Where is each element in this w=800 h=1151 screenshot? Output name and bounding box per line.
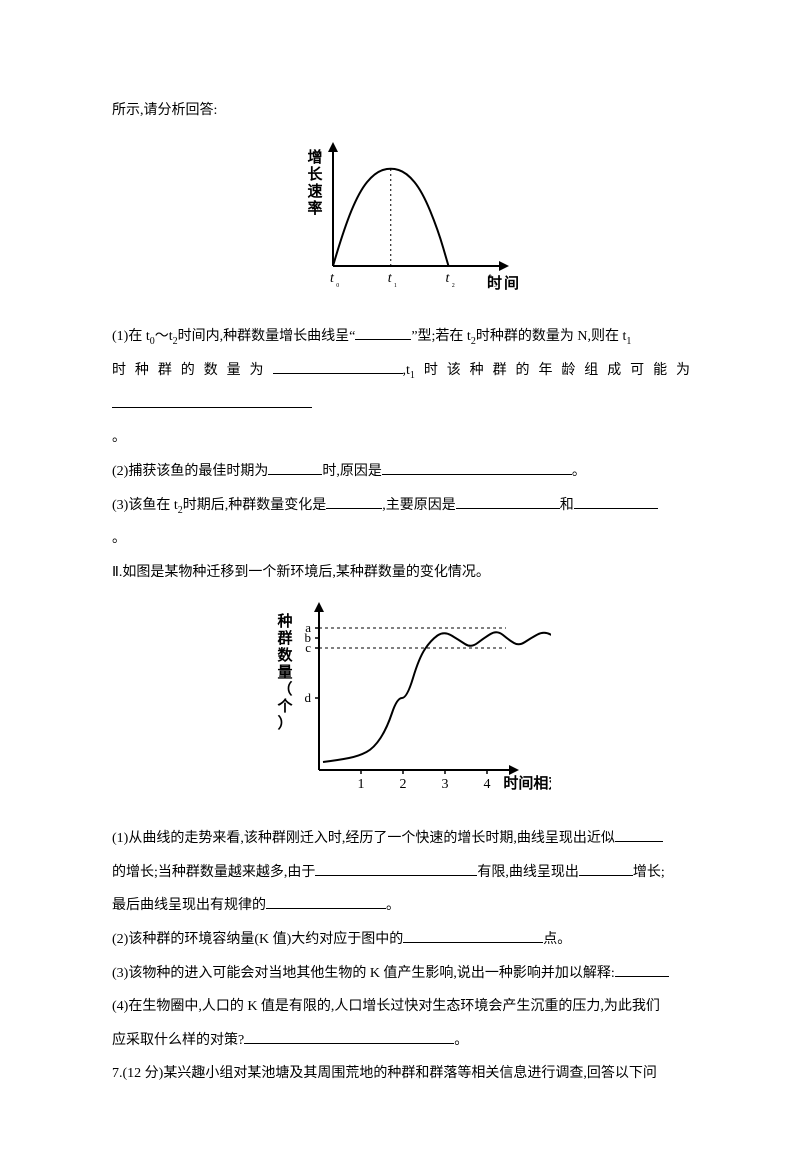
- text: 。: [454, 1033, 468, 1048]
- text: 所示,请分析回答:: [112, 103, 217, 118]
- text: (3)该鱼在 t: [112, 498, 178, 513]
- intro-line: 所示,请分析回答:: [112, 94, 690, 128]
- text: 应采取什么样的对策?: [112, 1033, 244, 1048]
- blank: [273, 359, 403, 374]
- svg-text:t: t: [446, 271, 451, 286]
- svg-text:个: 个: [276, 697, 293, 715]
- blank: [574, 493, 658, 508]
- text: Ⅱ.如图是某物种迁移到一个新环境后,某种群数量的变化情况。: [112, 565, 490, 580]
- blank: [456, 493, 560, 508]
- blank: [326, 493, 382, 508]
- svg-text:量: 量: [277, 664, 292, 681]
- blank: [268, 460, 322, 475]
- q2-4: (4)在生物圈中,人口的 K 值是有限的,人口增长过快对生态环境会产生沉重的压力…: [112, 990, 690, 1024]
- text: ,t: [403, 363, 410, 378]
- svg-text:率: 率: [307, 199, 322, 217]
- svg-text:间: 间: [504, 274, 519, 292]
- text: ”型;若在 t: [411, 329, 471, 344]
- figure-2: 种群数量（个）abcd1234时间相对值: [112, 598, 690, 817]
- text: (4)在生物圈中,人口的 K 值是有限的,人口增长过快对生态环境会产生沉重的压力…: [112, 999, 660, 1014]
- q2-1b: 的增长;当种群数量越来越多,由于 有限,曲线呈现出 增长;: [112, 856, 690, 890]
- svg-text:时: 时: [487, 275, 502, 292]
- period: 。: [112, 522, 690, 556]
- text: 。: [112, 531, 126, 546]
- subscript: 1: [626, 336, 631, 347]
- blank: [355, 325, 411, 340]
- blank: [382, 460, 572, 475]
- text: 的增长;当种群数量越来越多,由于: [112, 865, 315, 880]
- text: 增长;: [633, 865, 665, 880]
- text: (2)该种群的环境容纳量(K 值)大约对应于图中的: [112, 932, 403, 947]
- text: 。: [386, 898, 400, 913]
- svg-text:）: ）: [277, 714, 292, 732]
- text: 时种群的数量为: [112, 363, 273, 378]
- population-chart: 种群数量（个）abcd1234时间相对值: [251, 598, 551, 803]
- text: 有限,曲线呈现出: [477, 865, 579, 880]
- svg-text:种: 种: [276, 612, 292, 630]
- blank: [112, 392, 312, 407]
- q2-1: (1)从曲线的走势来看,该种群刚迁入时,经历了一个快速的增长时期,曲线呈现出近似: [112, 822, 690, 856]
- q2-1c: 最后曲线呈现出有规律的 。: [112, 889, 690, 923]
- q1-1b: 时种群的数量为,t1时该种群的年龄组成可能为: [112, 354, 690, 421]
- svg-text:（: （: [277, 680, 292, 698]
- text: (2)捕获该鱼的最佳时期为: [112, 464, 268, 479]
- blank: [315, 860, 477, 875]
- svg-text:d: d: [305, 690, 312, 705]
- part2-intro: Ⅱ.如图是某物种迁移到一个新环境后,某种群数量的变化情况。: [112, 556, 690, 590]
- svg-text:群: 群: [277, 629, 292, 647]
- svg-text:4: 4: [484, 777, 491, 792]
- svg-text:时间相对值: 时间相对值: [503, 774, 551, 792]
- q2-3: (3)该物种的进入可能会对当地其他生物的 K 值产生影响,说出一种影响并加以解释…: [112, 957, 690, 991]
- q1-2: (2)捕获该鱼的最佳时期为 时,原因是 。: [112, 455, 690, 489]
- text: 。: [112, 430, 126, 445]
- svg-text:₂: ₂: [452, 277, 456, 288]
- blank: [615, 961, 669, 976]
- text: 时,原因是: [322, 464, 382, 479]
- text: 和: [560, 498, 574, 513]
- q2-2: (2)该种群的环境容纳量(K 值)大约对应于图中的 点。: [112, 923, 690, 957]
- q1-3: (3)该鱼在 t2时期后,种群数量变化是,主要原因是和: [112, 489, 690, 523]
- svg-text:t: t: [388, 271, 393, 286]
- blank: [266, 894, 386, 909]
- figure-1: 增长速率t₀t₁t₂t₃时间: [112, 136, 690, 315]
- q2-4b: 应采取什么样的对策? 。: [112, 1024, 690, 1058]
- svg-text:₁: ₁: [394, 277, 398, 288]
- svg-text:3: 3: [442, 777, 449, 792]
- text: 点。: [543, 932, 571, 947]
- text: 时间内,种群数量增长曲线呈“: [178, 329, 356, 344]
- svg-text:增: 增: [307, 148, 322, 166]
- text: ～t: [155, 329, 173, 344]
- svg-text:c: c: [305, 640, 311, 655]
- svg-text:长: 长: [307, 165, 323, 183]
- growth-rate-chart: 增长速率t₀t₁t₂t₃时间: [271, 136, 531, 301]
- blank: [403, 928, 543, 943]
- blank: [244, 1028, 454, 1043]
- text: 时期后,种群数量变化是: [183, 498, 327, 513]
- text: 最后曲线呈现出有规律的: [112, 898, 266, 913]
- q7: 7.(12 分)某兴趣小组对某池塘及其周围荒地的种群和群落等相关信息进行调查,回…: [112, 1057, 690, 1091]
- svg-text:2: 2: [400, 777, 407, 792]
- text: (1)在 t: [112, 329, 150, 344]
- blank: [579, 860, 633, 875]
- text: 时该种群的年龄组成可能为: [415, 363, 690, 378]
- svg-text:1: 1: [358, 777, 365, 792]
- text: 时种群的数量为 N,则在 t: [476, 329, 627, 344]
- text: (1)从曲线的走势来看,该种群刚迁入时,经历了一个快速的增长时期,曲线呈现出近似: [112, 831, 615, 846]
- blank: [615, 827, 663, 842]
- q1-1: (1)在 t0～t2时间内,种群数量增长曲线呈“”型;若在 t2时种群的数量为 …: [112, 320, 690, 354]
- period: 。: [112, 421, 690, 455]
- text: ,主要原因是: [382, 498, 456, 513]
- svg-text:速: 速: [307, 182, 322, 200]
- svg-text:t: t: [330, 271, 335, 286]
- svg-text:₀: ₀: [336, 277, 340, 288]
- text: (3)该物种的进入可能会对当地其他生物的 K 值产生影响,说出一种影响并加以解释…: [112, 966, 615, 981]
- text: 。: [572, 464, 586, 479]
- text: 7.(12 分)某兴趣小组对某池塘及其周围荒地的种群和群落等相关信息进行调查,回…: [112, 1066, 657, 1081]
- svg-text:数: 数: [277, 646, 293, 664]
